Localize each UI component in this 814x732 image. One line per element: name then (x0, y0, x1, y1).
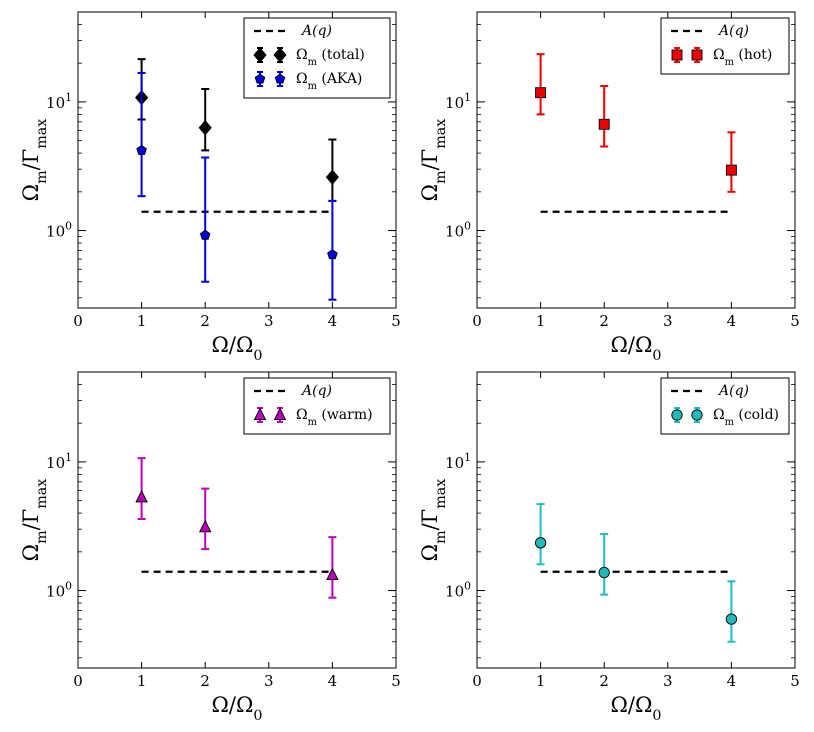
x-tick-label: 4 (727, 672, 737, 690)
data-point (200, 230, 210, 239)
legend: A(q)Ωm (cold) (661, 378, 789, 434)
legend-swatch-left-marker (672, 50, 682, 60)
legend-swatch-right-marker (692, 50, 702, 60)
y-axis-label: Ωm/Γmax (418, 479, 449, 562)
x-tick-label: 1 (137, 672, 147, 690)
y-tick-label: 101 (46, 451, 72, 472)
data-point (136, 491, 147, 502)
data-point (328, 250, 338, 259)
y-axis-label: Ωm/Γmax (19, 479, 50, 562)
x-tick-label: 0 (472, 312, 482, 330)
legend: A(q)Ωm (hot) (661, 18, 789, 74)
y-tick-label: 101 (46, 91, 72, 112)
x-tick-label: 3 (264, 312, 274, 330)
x-tick-label: 2 (599, 312, 609, 330)
x-tick-label: 5 (790, 312, 800, 330)
x-tick-label: 1 (536, 672, 546, 690)
data-point (327, 569, 338, 580)
x-tick-label: 3 (663, 672, 673, 690)
data-point (326, 170, 338, 184)
data-point (726, 165, 736, 175)
x-axis-label: Ω/Ω0 (212, 693, 263, 724)
y-tick-label: 101 (445, 451, 471, 472)
x-tick-label: 1 (536, 312, 546, 330)
data-point (535, 538, 545, 548)
x-tick-label: 3 (264, 672, 274, 690)
x-axis-label: Ω/Ω0 (611, 693, 662, 724)
y-tick-label: 101 (445, 91, 471, 112)
legend-aq-label: A(q) (717, 383, 749, 399)
legend-aq-label: A(q) (300, 23, 332, 39)
legend-swatch-left-marker (672, 410, 682, 420)
x-tick-label: 5 (391, 672, 401, 690)
data-point (199, 121, 211, 135)
x-tick-label: 4 (328, 312, 338, 330)
data-point (599, 567, 609, 577)
legend-aq-label: A(q) (300, 383, 332, 399)
legend: A(q)Ωm (total)Ωm (AKA) (244, 18, 390, 98)
x-tick-label: 0 (472, 672, 482, 690)
data-point (536, 88, 546, 98)
y-tick-label: 100 (445, 220, 471, 241)
y-axis-label: Ωm/Γmax (19, 119, 50, 202)
data-point (200, 521, 211, 532)
data-point (599, 119, 609, 129)
x-tick-label: 4 (328, 672, 338, 690)
data-point (726, 614, 736, 624)
panel-top-left: 0 1 2 3 4 5 100 101 Ω/Ω0 Ωm/Γmax A(q)Ωm (total)Ωm … (19, 12, 401, 364)
panel-bottom-left: 0 1 2 3 4 5 100 101 Ω/Ω0 Ωm/Γmax A(q)Ωm (warm) (19, 372, 401, 724)
y-axis-label: Ωm/Γmax (418, 119, 449, 202)
x-tick-label: 0 (73, 312, 83, 330)
x-tick-label: 5 (391, 312, 401, 330)
legend: A(q)Ωm (warm) (244, 378, 390, 434)
x-tick-label: 0 (73, 672, 83, 690)
x-tick-label: 3 (663, 312, 673, 330)
data-point (137, 145, 147, 154)
x-axis-label: Ω/Ω0 (611, 333, 662, 364)
legend-aq-label: A(q) (717, 23, 749, 39)
panel-top-right: 0 1 2 3 4 5 100 101 Ω/Ω0 Ωm/Γmax A(q)Ωm (hot) (418, 12, 800, 364)
x-tick-label: 4 (727, 312, 737, 330)
panel-bottom-right: 0 1 2 3 4 5 100 101 Ω/Ω0 Ωm/Γmax A(q)Ωm (cold) (418, 372, 800, 724)
x-axis-label: Ω/Ω0 (212, 333, 263, 364)
x-tick-label: 1 (137, 312, 147, 330)
y-tick-label: 100 (46, 580, 72, 601)
figure: 0 1 2 3 4 5100101Ω/Ω0Ωm/ΓmaxA(q)Ωm (total)Ωm … (0, 0, 814, 732)
x-tick-label: 2 (200, 672, 210, 690)
x-tick-label: 2 (599, 672, 609, 690)
y-tick-label: 100 (46, 220, 72, 241)
legend-swatch-right-marker (692, 410, 702, 420)
y-tick-label: 100 (445, 580, 471, 601)
x-tick-label: 5 (790, 672, 800, 690)
x-tick-label: 2 (200, 312, 210, 330)
